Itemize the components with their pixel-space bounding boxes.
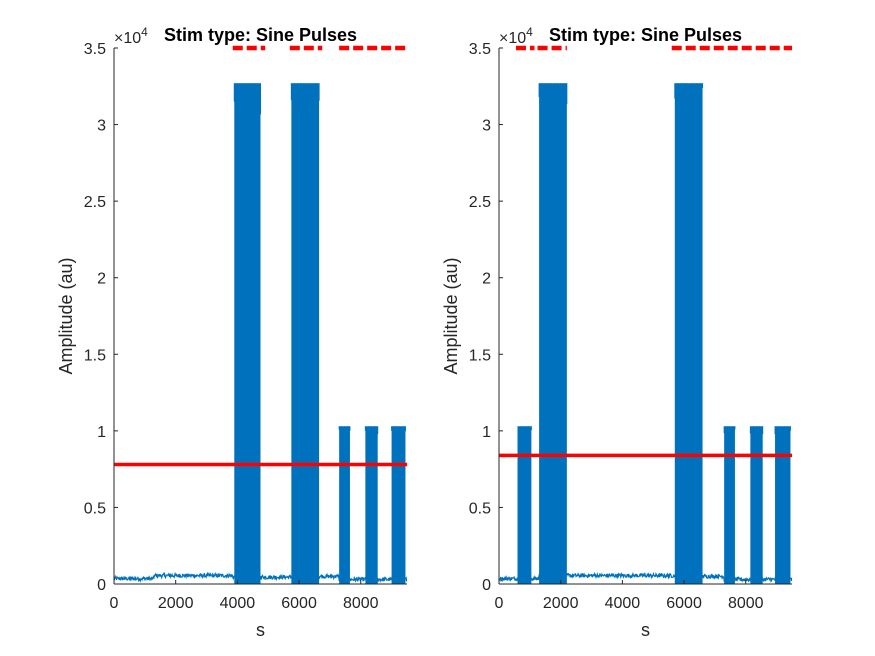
y-tick-label: 3.5 — [469, 41, 491, 58]
burst-0 — [233, 83, 261, 584]
plot-area — [499, 83, 792, 584]
y-tick-label: 0 — [97, 577, 106, 594]
burst-3 — [723, 426, 736, 584]
x-tick-label: 0 — [495, 595, 504, 612]
y-tick-label: 0.5 — [84, 500, 106, 517]
y-tick-label: 2 — [97, 271, 106, 288]
burst-1 — [290, 83, 320, 584]
y-tick-label: 0 — [482, 577, 491, 594]
burst-1 — [538, 83, 568, 584]
x-tick-label: 4000 — [605, 595, 641, 612]
x-tick-label: 2000 — [158, 595, 194, 612]
y-exponent-label: ×104 — [499, 25, 533, 47]
y-tick-label: 2.5 — [84, 194, 106, 211]
chart-title: Stim type: Sine Pulses — [549, 25, 742, 45]
x-tick-label: 4000 — [220, 595, 256, 612]
x-tick-label: 6000 — [281, 595, 317, 612]
x-tick-label: 8000 — [343, 595, 379, 612]
y-exponent-label: ×104 — [114, 25, 148, 47]
y-axis-label: Amplitude (au) — [56, 257, 76, 374]
y-tick-label: 3 — [97, 118, 106, 135]
plot-area — [114, 83, 407, 584]
chart-title: Stim type: Sine Pulses — [164, 25, 357, 45]
y-tick-label: 3 — [482, 118, 491, 135]
y-tick-label: 2 — [482, 271, 491, 288]
burst-2 — [674, 83, 704, 584]
x-tick-label: 2000 — [543, 595, 579, 612]
y-tick-label: 2.5 — [469, 194, 491, 211]
x-tick-label: 0 — [110, 595, 119, 612]
y-axis-label: Amplitude (au) — [441, 257, 461, 374]
right-subplot: 0 2000 4000 6000 8000 0 0.5 1 1.5 2 2.5 3 3.5 ×104 Sti… — [441, 25, 792, 640]
x-axis-label: s — [256, 620, 265, 640]
x-axis-label: s — [641, 620, 650, 640]
x-tick-label: 8000 — [728, 595, 764, 612]
burst-4 — [391, 426, 406, 584]
y-tick-label: 0.5 — [469, 500, 491, 517]
y-tick-label: 1 — [482, 424, 491, 441]
burst-5 — [774, 426, 791, 584]
burst-4 — [749, 426, 764, 584]
y-tick-label: 3.5 — [84, 41, 106, 58]
burst-0 — [517, 426, 532, 584]
y-tick-label: 1 — [97, 424, 106, 441]
left-subplot: 0 2000 4000 6000 8000 0 0.5 1 1.5 2 2.5 3 3.5 ×104 Sti… — [56, 25, 407, 640]
x-tick-label: 6000 — [666, 595, 702, 612]
y-tick-label: 1.5 — [84, 347, 106, 364]
burst-2 — [338, 426, 351, 584]
burst-3 — [364, 426, 379, 584]
y-tick-label: 1.5 — [469, 347, 491, 364]
